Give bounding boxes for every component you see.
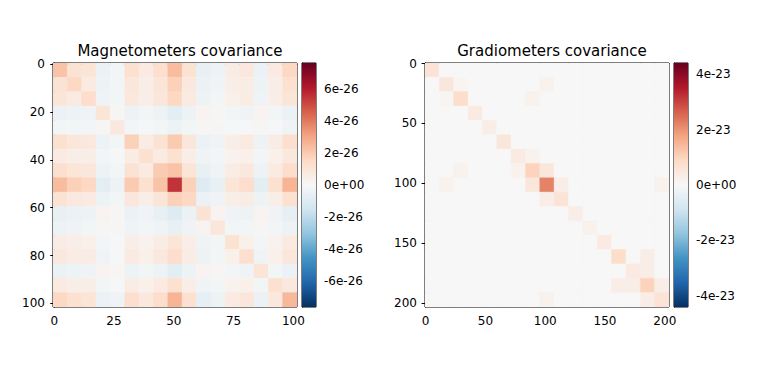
svg-text:-2e-26: -2e-26 [324, 210, 363, 224]
svg-text:0: 0 [50, 314, 58, 328]
svg-text:4e-26: 4e-26 [324, 114, 359, 128]
svg-text:100: 100 [22, 296, 45, 310]
svg-text:0: 0 [422, 314, 430, 328]
svg-text:150: 150 [394, 236, 417, 250]
svg-text:0: 0 [409, 57, 417, 71]
svg-text:20: 20 [30, 105, 45, 119]
svg-text:200: 200 [394, 296, 417, 310]
svg-text:50: 50 [478, 314, 493, 328]
svg-text:-6e-26: -6e-26 [324, 274, 363, 288]
svg-text:-4e-26: -4e-26 [324, 242, 363, 256]
svg-text:100: 100 [282, 314, 305, 328]
svg-text:-2e-23: -2e-23 [696, 233, 735, 247]
svg-text:2e-26: 2e-26 [324, 146, 359, 160]
svg-text:150: 150 [594, 314, 617, 328]
svg-text:-4e-23: -4e-23 [696, 289, 735, 303]
svg-text:50: 50 [402, 116, 417, 130]
svg-text:4e-23: 4e-23 [696, 67, 731, 81]
svg-text:0e+00: 0e+00 [324, 178, 364, 192]
svg-text:40: 40 [30, 153, 45, 167]
svg-text:2e-23: 2e-23 [696, 123, 731, 137]
svg-text:Gradiometers covariance: Gradiometers covariance [457, 42, 647, 60]
svg-text:6e-26: 6e-26 [324, 82, 359, 96]
svg-text:Magnetometers covariance: Magnetometers covariance [77, 42, 282, 60]
svg-text:0: 0 [37, 57, 45, 71]
svg-text:25: 25 [106, 314, 121, 328]
svg-text:100: 100 [534, 314, 557, 328]
svg-text:80: 80 [30, 249, 45, 263]
svg-text:75: 75 [226, 314, 241, 328]
svg-text:0e+00: 0e+00 [696, 178, 736, 192]
svg-text:200: 200 [653, 314, 676, 328]
svg-text:60: 60 [30, 201, 45, 215]
svg-text:50: 50 [166, 314, 181, 328]
svg-text:100: 100 [394, 176, 417, 190]
